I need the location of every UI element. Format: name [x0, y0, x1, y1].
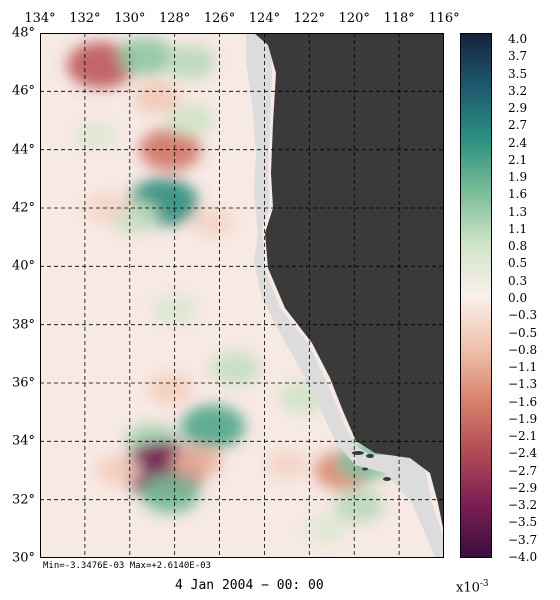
map-frame — [40, 33, 444, 558]
colorbar-tick-label: 3.2 — [508, 83, 528, 98]
anomaly-blob — [265, 450, 309, 480]
latitude-label: 32° — [11, 492, 35, 508]
colorbar-tick-label: 1.1 — [508, 221, 528, 236]
longitude-label: 118° — [383, 11, 415, 26]
latitude-label: 30° — [11, 550, 35, 566]
anomaly-blob — [191, 208, 235, 238]
colorbar-tick-label: 2.7 — [508, 118, 528, 133]
colorbar-tick-label: −3.5 — [508, 515, 538, 530]
colorbar-tick-label: −3.2 — [508, 498, 538, 513]
colorbar-tick-label: −1.1 — [508, 360, 538, 375]
anomaly-blob — [117, 37, 174, 76]
anomaly-blob — [147, 373, 193, 404]
colorbar-tick-label: −0.8 — [508, 342, 538, 357]
colorbar-tick-label: −2.1 — [508, 429, 538, 444]
latitude-label: 40° — [11, 258, 35, 274]
anomaly-blob — [166, 104, 214, 137]
anomaly-blob — [85, 193, 129, 223]
colorbar — [460, 33, 492, 558]
latitude-label: 38° — [11, 317, 35, 333]
anomaly-blob — [133, 81, 180, 113]
latitude-label: 48° — [11, 25, 35, 41]
colorbar-tick-label: 1.6 — [508, 187, 528, 202]
anomaly-blob — [165, 45, 216, 80]
anomaly-blob — [333, 488, 384, 523]
colorbar-tick-label: −2.9 — [508, 480, 538, 495]
colorbar-gradient — [461, 34, 491, 557]
longitude-label: 116° — [428, 11, 460, 26]
colorbar-tick-label: −4.0 — [508, 550, 538, 564]
colorbar-tick-label: −1.6 — [508, 394, 538, 409]
anomaly-blob — [140, 473, 200, 514]
longitude-label: 134° — [24, 11, 56, 26]
colorbar-tick-label: −1.3 — [508, 377, 538, 392]
longitude-label: 126° — [203, 11, 236, 26]
colorbar-tick-label: 2.4 — [508, 135, 528, 150]
latitude-label: 44° — [11, 142, 35, 158]
anomaly-blob — [96, 455, 141, 486]
latitude-label: 42° — [11, 200, 35, 216]
anomaly-blob — [303, 514, 347, 544]
longitude-label: 124° — [248, 11, 281, 26]
longitude-label: 120° — [338, 11, 370, 26]
colorbar-tick-label: 1.3 — [508, 204, 528, 219]
anomaly-blob — [67, 42, 134, 89]
colorbar-tick-label: 2.1 — [508, 152, 528, 167]
colorbar-tick-label: 0.8 — [508, 239, 528, 254]
min-max-readout: Min=-3.3476E-03 Max=+2.6140E-03 — [43, 561, 211, 571]
colorbar-tick-label: −0.5 — [508, 325, 538, 340]
map-panel — [40, 33, 444, 558]
colorbar-tick-label: 0.3 — [508, 273, 528, 288]
anomaly-blob — [210, 351, 260, 385]
anomaly-blob — [139, 128, 201, 171]
map-grid — [40, 33, 444, 558]
colorbar-tick-label: −2.7 — [508, 463, 538, 478]
scale-exponent: -3 — [479, 579, 489, 589]
latitude-label: 46° — [11, 83, 35, 99]
colorbar-tick-label: −1.9 — [508, 411, 538, 426]
colorbar-tick-label: 3.7 — [508, 49, 528, 64]
coastal-shelf — [246, 33, 444, 558]
channel-islands — [352, 451, 391, 481]
latitude-label: 34° — [11, 433, 35, 449]
colorbar-scale: x10-3 — [456, 579, 489, 595]
colorbar-tick-label: 4.0 — [508, 32, 528, 46]
longitude-label: 130° — [114, 11, 146, 26]
scale-base: x10 — [456, 580, 480, 596]
colorbar-tick-label: 2.9 — [508, 101, 528, 116]
timestamp: 4 Jan 2004 − 00: 00 — [175, 578, 324, 593]
colorbar-tick-label: 3.5 — [508, 66, 528, 81]
colorbar-tick-label: −0.3 — [508, 308, 538, 323]
latitude-label: 36° — [11, 375, 35, 391]
anomaly-blob — [172, 444, 223, 479]
colorbar-tick-label: 0.0 — [508, 291, 528, 305]
anomaly-blob — [152, 295, 197, 326]
anomaly-blob — [180, 404, 245, 449]
longitude-label: 122° — [293, 11, 325, 26]
longitude-label: 132° — [69, 11, 101, 26]
colorbar-tick-label: −2.4 — [508, 446, 538, 461]
land-mass — [254, 33, 444, 533]
colorbar-tick-label: 1.9 — [508, 170, 528, 185]
anomaly-blob — [74, 120, 118, 150]
colorbar-tick-label: −3.7 — [508, 532, 538, 547]
colorbar-tick-label: 0.5 — [508, 256, 528, 271]
anomaly-map — [40, 33, 444, 558]
longitude-label: 128° — [158, 11, 191, 26]
